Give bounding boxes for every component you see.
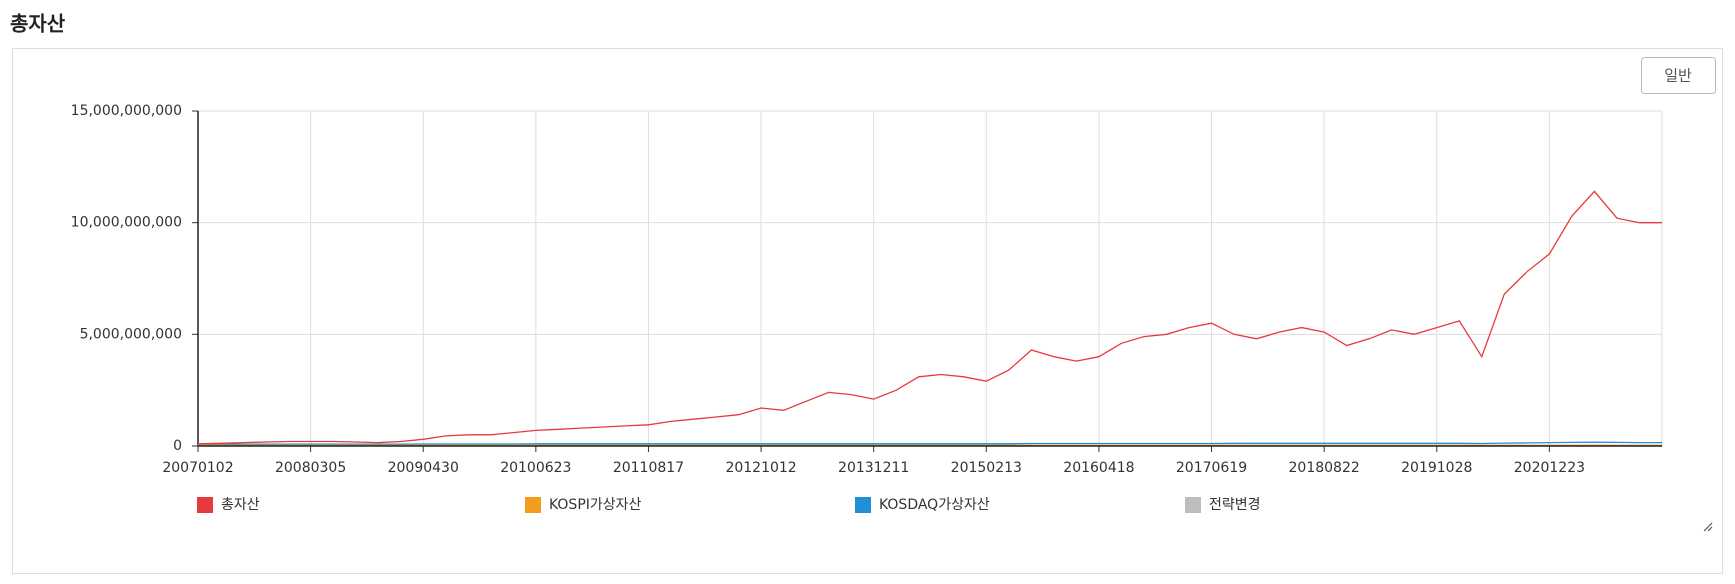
legend-label: KOSDAQ가상자산 (879, 497, 990, 513)
resize-handle[interactable] (1703, 522, 1713, 532)
x-tick-label: 20090430 (388, 460, 459, 476)
x-tick-label: 20191028 (1401, 460, 1472, 476)
page-title: 총자산 (10, 12, 66, 36)
x-tick-label: 20121012 (725, 460, 796, 476)
x-tick-label: 20131211 (838, 460, 909, 476)
x-tick-label: 20100623 (500, 460, 571, 476)
x-tick-label: 20180822 (1289, 460, 1360, 476)
legend-label: KOSPI가상자산 (549, 497, 642, 513)
mode-button-label[interactable]: 일반 (1664, 67, 1692, 85)
x-tick-label: 20170619 (1176, 460, 1247, 476)
y-tick-label: 5,000,000,000 (80, 326, 182, 342)
x-tick-label: 20150213 (951, 460, 1022, 476)
x-tick-label: 20070102 (162, 460, 233, 476)
legend-swatch (197, 497, 213, 513)
series-line (197, 190, 1662, 445)
x-tick-label: 20201223 (1514, 460, 1585, 476)
legend-label: 전략변경 (1209, 497, 1261, 513)
x-tick-label: 20110817 (613, 460, 684, 476)
mode-button[interactable] (1641, 57, 1716, 94)
series-line (198, 441, 1662, 445)
y-tick-label: 15,000,000,000 (71, 103, 182, 119)
legend-swatch (855, 497, 871, 513)
legend-swatch (525, 497, 541, 513)
panel (12, 48, 1723, 574)
x-tick-label: 20080305 (275, 460, 346, 476)
y-tick-label: 0 (173, 438, 182, 454)
legend-swatch (1185, 497, 1201, 513)
x-tick-label: 20160418 (1063, 460, 1134, 476)
y-tick-label: 10,000,000,000 (71, 215, 182, 231)
legend-label: 총자산 (221, 497, 260, 513)
